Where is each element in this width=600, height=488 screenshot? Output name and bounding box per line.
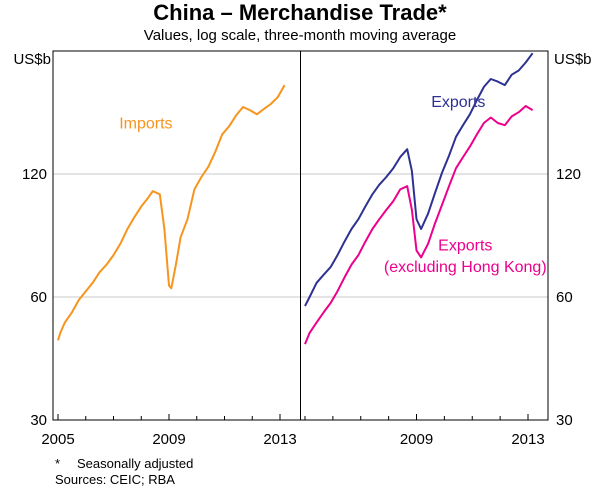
series-annotation: Exports: [438, 237, 492, 254]
series-annotation: Exports: [431, 94, 485, 111]
footnote-marker: *: [55, 456, 61, 471]
y-unit-label-right: US$b: [554, 51, 592, 68]
chart-title: China – Merchandise Trade*: [153, 0, 447, 25]
x-tick-label: 2013: [263, 431, 296, 448]
footnote: * Seasonally adjusted: [55, 456, 193, 472]
series-line-exports: [304, 52, 534, 307]
y-tick-label-right: 120: [556, 166, 581, 183]
x-tick-label: 2009: [400, 431, 433, 448]
y-tick-label-left: 120: [22, 166, 47, 183]
series-annotation: Imports: [119, 116, 172, 133]
y-unit-label-left: US$b: [13, 51, 51, 68]
y-tick-label-right: 60: [556, 289, 573, 306]
x-tick-label: 2009: [152, 431, 185, 448]
series-line-exports-excluding-hong-kong: [304, 105, 534, 345]
x-tick-label: 2013: [511, 431, 544, 448]
footnote-text: Seasonally adjusted: [77, 456, 194, 471]
x-tick-label: 2005: [41, 431, 74, 448]
series-annotation: (excluding Hong Kong): [384, 259, 547, 276]
sources-note: Sources: CEIC; RBA: [55, 472, 175, 487]
y-tick-label-left: 60: [30, 289, 47, 306]
chart-subtitle: Values, log scale, three-month moving av…: [143, 27, 457, 44]
y-tick-label-right: 30: [556, 412, 573, 429]
y-tick-label-left: 30: [30, 412, 47, 429]
series-line-imports: [57, 84, 286, 341]
